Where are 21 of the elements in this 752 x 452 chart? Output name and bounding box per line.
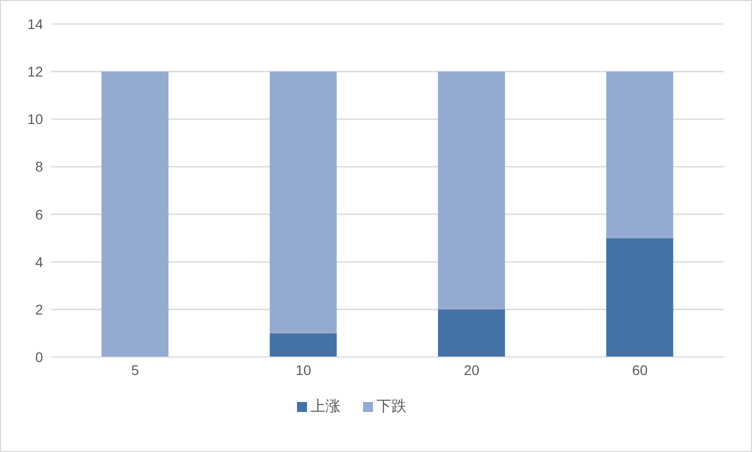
y-tick-label: 4 — [35, 254, 44, 270]
legend-label: 下跌 — [376, 398, 406, 415]
legend-label: 上涨 — [310, 398, 340, 415]
x-tick-label: 5 — [131, 362, 140, 378]
y-tick-label: 0 — [35, 348, 44, 365]
bar — [270, 333, 337, 357]
y-tick-label: 6 — [35, 206, 44, 222]
x-tick-label: 10 — [296, 362, 312, 378]
y-tick-label: 12 — [27, 64, 44, 80]
bar — [606, 238, 674, 357]
bar — [606, 72, 674, 238]
bar — [101, 72, 168, 357]
y-tick-label: 10 — [27, 111, 44, 128]
y-tick-label: 8 — [35, 158, 44, 175]
y-tick-label: 14 — [27, 16, 44, 32]
y-tick-label: 2 — [35, 301, 44, 318]
bar — [438, 72, 505, 310]
bar — [270, 72, 337, 334]
x-tick-label: 20 — [464, 362, 480, 378]
x-tick-label: 60 — [632, 362, 648, 378]
bar — [438, 309, 505, 357]
